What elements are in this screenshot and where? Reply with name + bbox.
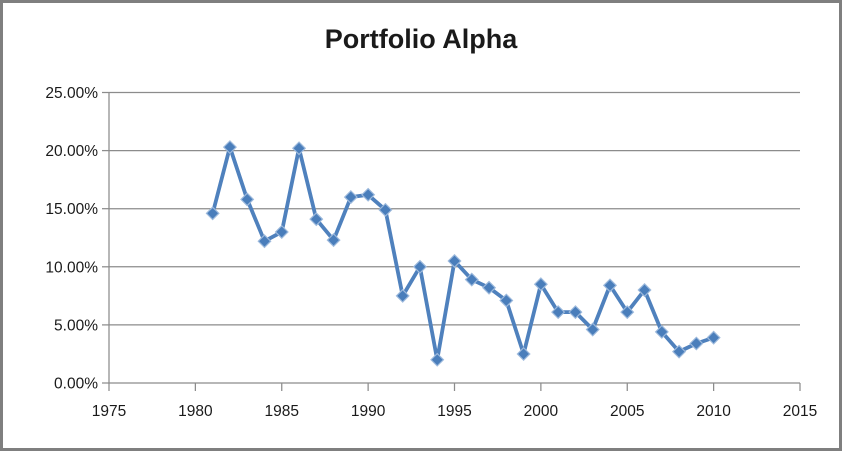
data-point-marker [361,187,376,202]
data-point-marker [706,330,721,345]
x-tick-label: 1985 [265,403,299,420]
x-tick-label: 2000 [524,403,559,420]
data-point-marker [516,346,531,361]
data-point-marker [533,277,548,292]
data-point-marker [205,206,220,221]
data-point-marker [257,234,272,249]
chart-title: Portfolio Alpha [324,24,518,54]
series-line [210,145,716,362]
x-tick-label: 1975 [92,403,126,420]
data-point-marker [689,336,704,351]
data-point-marker [551,305,566,320]
data-point-marker [482,280,497,295]
data-point-marker [637,282,652,298]
x-tick-label: 1980 [178,403,213,420]
data-point-marker [430,352,445,367]
y-tick-label: 20.00% [45,143,98,160]
data-point-marker [568,305,583,320]
data-point-marker [464,272,479,287]
data-point-marker [395,288,410,303]
x-tick-label: 1990 [351,403,386,420]
data-point-marker [274,224,289,239]
data-point-marker [222,140,237,155]
y-tick-label: 5.00% [54,317,98,334]
data-point-marker [620,305,635,320]
data-point-marker [309,212,324,227]
data-point-marker [326,233,341,248]
y-tick-label: 10.00% [45,259,98,276]
x-tick-label: 1995 [437,403,471,420]
data-point-marker [499,293,514,308]
data-point-marker [585,322,600,337]
y-tick-label: 15.00% [45,201,98,218]
data-point-marker [447,253,462,269]
x-tick-label: 2005 [610,403,644,420]
data-point-marker [672,344,687,359]
data-point-marker [291,141,307,156]
x-tick-label: 2015 [783,403,817,420]
data-point-marker [654,324,669,339]
data-point-marker [378,202,393,217]
data-point-marker [602,278,618,293]
data-point-marker [343,190,358,205]
data-point-marker [240,192,255,207]
data-point-marker [412,259,427,274]
y-tick-label: 0.00% [54,376,98,393]
x-tick-label: 2010 [696,403,731,420]
chart-svg: 0.00% 5.00% 10.00% 15.00% 20.00% 25.00% 1975 19… [45,85,817,420]
y-tick-label: 25.00% [45,85,98,102]
